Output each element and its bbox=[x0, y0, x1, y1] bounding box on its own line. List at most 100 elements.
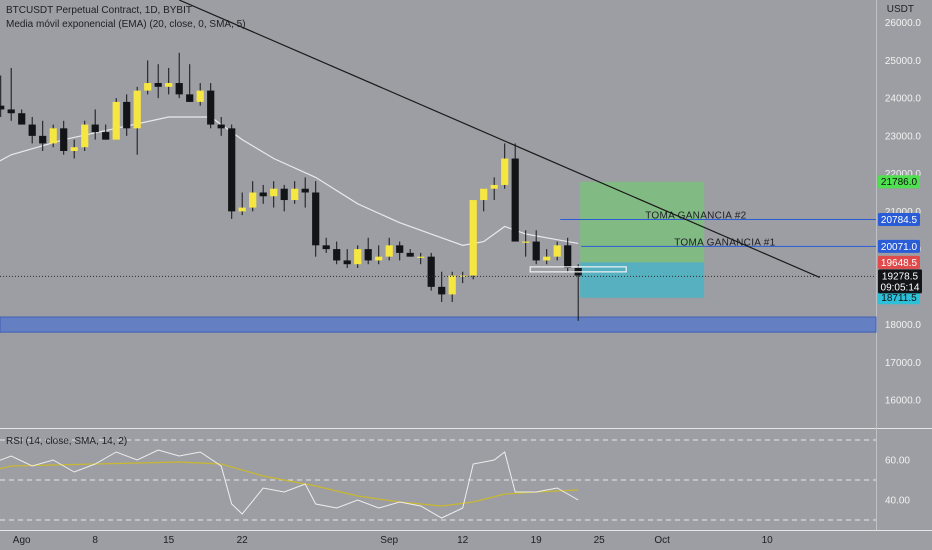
candle-body bbox=[154, 83, 162, 87]
x-tick-label: 25 bbox=[594, 535, 606, 546]
candle-body bbox=[112, 101, 120, 140]
price-tag-bg bbox=[878, 212, 920, 226]
candle-body bbox=[343, 260, 351, 265]
rsi-tick-label: 40.00 bbox=[885, 496, 910, 507]
candle-body bbox=[228, 128, 236, 212]
candle-body bbox=[301, 188, 309, 193]
candle-body bbox=[417, 256, 425, 258]
x-tick-label: Oct bbox=[654, 535, 670, 546]
x-tick-label: 22 bbox=[237, 535, 249, 546]
candle-body bbox=[270, 188, 278, 197]
candle-body bbox=[469, 200, 477, 276]
candle-body bbox=[165, 83, 173, 87]
candle-body bbox=[480, 188, 488, 201]
candle-body bbox=[438, 286, 446, 295]
candle-body bbox=[532, 241, 540, 261]
x-tick-label: Sep bbox=[380, 535, 398, 546]
candle-body bbox=[291, 188, 299, 201]
ema-line bbox=[0, 116, 579, 246]
take-profit-label: TOMA GANANCIA #1 bbox=[674, 237, 775, 248]
candle-body bbox=[249, 192, 257, 208]
candle-body bbox=[427, 256, 435, 287]
rsi-line bbox=[0, 449, 579, 519]
candle-body bbox=[364, 249, 372, 261]
candle-body bbox=[238, 207, 246, 212]
x-tick-label: 15 bbox=[163, 535, 175, 546]
candle-body bbox=[501, 158, 509, 185]
candle-body bbox=[217, 124, 225, 129]
candle-body bbox=[322, 245, 330, 250]
y-tick-label: 26000.0 bbox=[885, 18, 922, 29]
current-price-tag-bg bbox=[878, 269, 922, 294]
candle-body bbox=[81, 124, 89, 148]
candle-body bbox=[375, 256, 383, 261]
candle-body bbox=[49, 128, 57, 144]
candle-body bbox=[196, 90, 204, 102]
candle-body bbox=[144, 83, 152, 91]
x-tick-label: Ago bbox=[13, 535, 31, 546]
y-tick-label: 25000.0 bbox=[885, 56, 922, 67]
y-tick-label: 16000.0 bbox=[885, 396, 922, 407]
price-tag: 19648.5 bbox=[881, 258, 918, 269]
take-profit-label: TOMA GANANCIA #2 bbox=[645, 210, 746, 221]
candle-body bbox=[133, 90, 141, 129]
candle-body bbox=[207, 90, 215, 125]
x-tick-label: 19 bbox=[531, 535, 543, 546]
candle-body bbox=[60, 128, 68, 151]
candle-body bbox=[186, 94, 194, 102]
candle-body bbox=[522, 241, 530, 243]
x-tick-label: 10 bbox=[762, 535, 774, 546]
current-price-label: 19278.5 bbox=[882, 271, 919, 282]
countdown-label: 09:05:14 bbox=[881, 282, 920, 293]
candle-body bbox=[102, 132, 110, 140]
candle-body bbox=[280, 188, 288, 201]
price-tag: 20784.5 bbox=[881, 215, 918, 226]
candle-body bbox=[28, 124, 36, 136]
profit-zone bbox=[580, 181, 705, 263]
support-zone bbox=[0, 316, 877, 333]
candle-body bbox=[333, 249, 341, 261]
candle-body bbox=[91, 124, 99, 133]
candle-body bbox=[543, 256, 551, 261]
price-tag: 21786.0 bbox=[881, 177, 918, 188]
candle-body bbox=[490, 184, 498, 189]
stop-zone bbox=[580, 262, 705, 298]
candle-body bbox=[312, 192, 320, 246]
candle-body bbox=[448, 275, 456, 295]
rsi-indicator-label[interactable]: RSI (14, close, SMA, 14, 2) bbox=[6, 436, 128, 447]
candle-body bbox=[123, 101, 131, 129]
y-tick-label: 18000.0 bbox=[885, 320, 922, 331]
price-tag-bg bbox=[878, 255, 920, 269]
candle-body bbox=[354, 249, 362, 265]
entry-box bbox=[529, 266, 627, 273]
price-tag: 18711.5 bbox=[881, 293, 917, 304]
candle-body bbox=[396, 245, 404, 253]
trendline bbox=[178, 0, 820, 278]
candle-body bbox=[7, 109, 15, 114]
y-tick-label: 23000.0 bbox=[885, 131, 922, 142]
y-tick-label: 21000.0 bbox=[885, 207, 922, 218]
ema-indicator-label[interactable]: Media móvil exponencial (EMA) (20, close… bbox=[6, 19, 246, 30]
candle-body bbox=[385, 245, 393, 257]
candle-body bbox=[511, 158, 519, 242]
x-tick-label: 8 bbox=[92, 535, 98, 546]
y-tick-label: 24000.0 bbox=[885, 94, 922, 105]
candle-body bbox=[406, 252, 414, 257]
currency-label: USDT bbox=[886, 4, 914, 15]
rsi-tick-label: 60.00 bbox=[885, 456, 910, 467]
candle-body bbox=[564, 245, 572, 268]
price-tag-bg bbox=[878, 291, 920, 305]
candle-body bbox=[39, 135, 47, 144]
candle-body bbox=[70, 147, 78, 151]
price-tag-bg bbox=[878, 175, 920, 189]
price-tag-bg bbox=[878, 239, 920, 253]
candle-body bbox=[259, 192, 267, 197]
symbol-title: BTCUSDT Perpetual Contract, 1D, BYBIT bbox=[6, 5, 192, 16]
price-tag: 20071.0 bbox=[881, 242, 918, 253]
candle-body bbox=[0, 105, 5, 110]
candle-body bbox=[175, 83, 183, 95]
y-tick-label: 17000.0 bbox=[885, 358, 922, 369]
y-tick-label: 22000.0 bbox=[885, 169, 922, 180]
